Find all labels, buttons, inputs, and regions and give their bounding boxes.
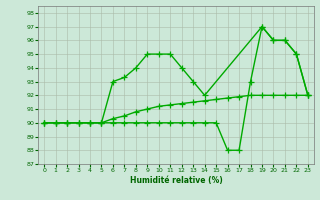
X-axis label: Humidité relative (%): Humidité relative (%) xyxy=(130,176,222,185)
